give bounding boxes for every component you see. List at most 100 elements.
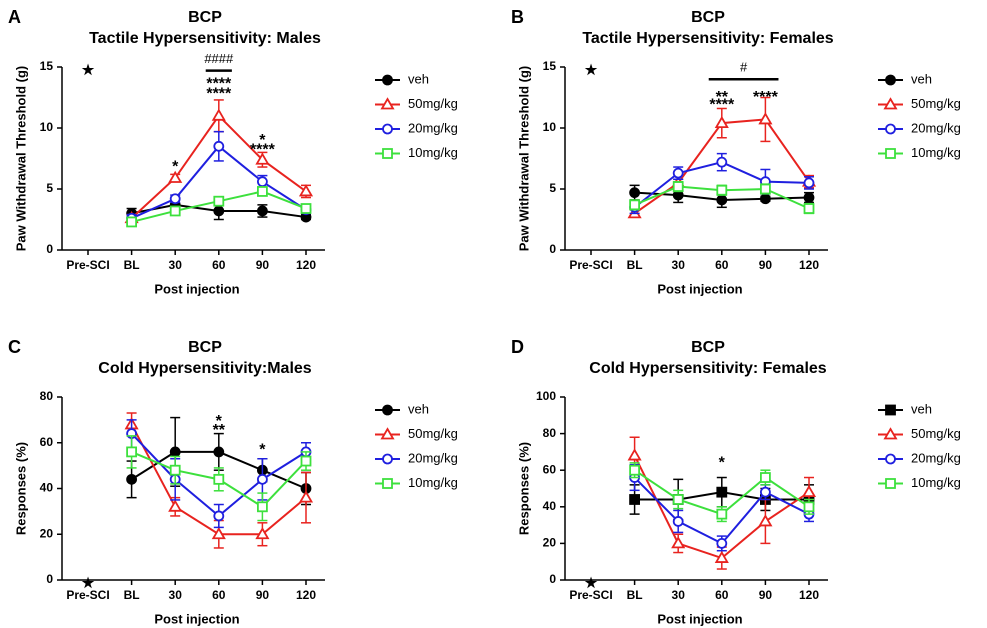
panel: A BCP Tactile Hypersensitivity: Males Paw W… bbox=[8, 7, 458, 297]
legend-label: 20mg/kg bbox=[408, 450, 458, 465]
y-tick-label: 0 bbox=[549, 242, 556, 256]
legend-label: 20mg/kg bbox=[911, 450, 961, 465]
marker bbox=[169, 464, 181, 476]
x-tick-label: Pre-SCI bbox=[569, 588, 612, 602]
marker bbox=[126, 216, 137, 228]
marker bbox=[211, 526, 226, 540]
marker bbox=[168, 170, 183, 183]
marker bbox=[213, 510, 225, 522]
annotation: ★ bbox=[82, 575, 95, 591]
marker bbox=[298, 184, 314, 197]
marker bbox=[803, 203, 815, 214]
x-axis-label: Post injection bbox=[154, 281, 239, 296]
marker bbox=[256, 205, 268, 217]
x-tick-label: Pre-SCI bbox=[66, 588, 109, 602]
legend-label: 20mg/kg bbox=[408, 120, 458, 135]
marker bbox=[629, 464, 640, 476]
y-tick-label: 15 bbox=[40, 59, 54, 73]
x-tick-label: BL bbox=[124, 258, 140, 272]
legend-label: veh bbox=[408, 401, 429, 416]
x-tick-label: 120 bbox=[799, 588, 819, 602]
marker bbox=[211, 108, 226, 121]
x-tick-label: BL bbox=[124, 588, 140, 602]
y-tick-label: 100 bbox=[536, 389, 556, 403]
significance-label: # bbox=[740, 60, 748, 75]
significance-label: #### bbox=[204, 51, 234, 66]
marker bbox=[169, 205, 181, 217]
chart-subtitle: Cold Hypersensitivity:Males bbox=[98, 360, 312, 377]
marker bbox=[169, 193, 181, 205]
marker bbox=[255, 526, 270, 540]
y-axis-label: Responses (%) bbox=[516, 442, 531, 535]
marker bbox=[759, 193, 771, 205]
marker bbox=[885, 453, 896, 465]
legend-label: veh bbox=[911, 71, 932, 86]
marker bbox=[213, 446, 225, 458]
x-tick-label: 30 bbox=[672, 588, 686, 602]
x-tick-label: Pre-SCI bbox=[66, 258, 109, 272]
panel-label: B bbox=[511, 7, 524, 27]
marker bbox=[672, 181, 684, 192]
y-tick-label: 0 bbox=[46, 242, 53, 256]
x-tick-label: 60 bbox=[715, 588, 729, 602]
y-tick-label: 40 bbox=[40, 481, 54, 495]
marker bbox=[126, 446, 137, 458]
marker bbox=[380, 427, 395, 440]
marker bbox=[169, 446, 181, 458]
marker bbox=[382, 148, 393, 159]
panel-label: C bbox=[8, 337, 21, 357]
legend-label: 50mg/kg bbox=[408, 96, 458, 111]
x-tick-label: 60 bbox=[212, 258, 226, 272]
x-tick-label: 120 bbox=[296, 258, 316, 272]
marker bbox=[672, 494, 684, 505]
x-tick-label: 30 bbox=[169, 588, 183, 602]
marker bbox=[629, 199, 640, 211]
legend-label: 50mg/kg bbox=[911, 96, 961, 111]
marker bbox=[758, 112, 773, 125]
panel: D BCP Cold Hypersensitivity: Females Respon… bbox=[511, 337, 961, 627]
marker bbox=[298, 490, 314, 503]
chart-title: BCP bbox=[188, 339, 222, 356]
marker bbox=[714, 115, 729, 129]
chart-title: BCP bbox=[188, 9, 222, 26]
marker bbox=[801, 484, 817, 498]
x-axis-label: Post injection bbox=[154, 611, 239, 626]
marker bbox=[380, 97, 395, 110]
x-axis-label: Post injection bbox=[657, 281, 742, 296]
marker bbox=[883, 427, 898, 440]
legend-label: 50mg/kg bbox=[408, 426, 458, 441]
chart-subtitle: Tactile Hypersensitivity: Males bbox=[89, 30, 321, 47]
x-tick-label: 30 bbox=[169, 258, 183, 272]
y-tick-label: 60 bbox=[40, 435, 54, 449]
x-tick-label: 60 bbox=[212, 588, 226, 602]
y-tick-label: 0 bbox=[549, 572, 556, 586]
annotation: * bbox=[719, 454, 726, 471]
x-tick-label: BL bbox=[627, 588, 643, 602]
legend-label: 20mg/kg bbox=[911, 120, 961, 135]
panel: C BCP Cold Hypersensitivity:Males Responses… bbox=[8, 337, 458, 627]
y-tick-label: 60 bbox=[543, 462, 557, 476]
x-tick-label: 120 bbox=[296, 588, 316, 602]
marker bbox=[716, 508, 728, 520]
annotation: * bbox=[259, 441, 266, 458]
annotation: * bbox=[216, 413, 223, 430]
marker bbox=[759, 486, 771, 498]
marker bbox=[885, 148, 896, 159]
y-tick-label: 40 bbox=[543, 499, 557, 513]
marker bbox=[716, 486, 728, 498]
annotation: * bbox=[259, 132, 266, 149]
x-tick-label: Pre-SCI bbox=[569, 258, 612, 272]
marker bbox=[213, 205, 225, 217]
marker bbox=[672, 167, 684, 179]
legend-label: veh bbox=[408, 71, 429, 86]
annotation: **** bbox=[753, 89, 779, 106]
annotation: * bbox=[172, 159, 179, 176]
annotation: ★ bbox=[82, 62, 95, 78]
annotation: ** bbox=[213, 422, 226, 439]
marker bbox=[759, 472, 771, 483]
annotation: **** bbox=[250, 142, 276, 159]
marker bbox=[714, 550, 729, 563]
y-tick-label: 80 bbox=[40, 389, 54, 403]
y-tick-label: 20 bbox=[40, 526, 54, 540]
